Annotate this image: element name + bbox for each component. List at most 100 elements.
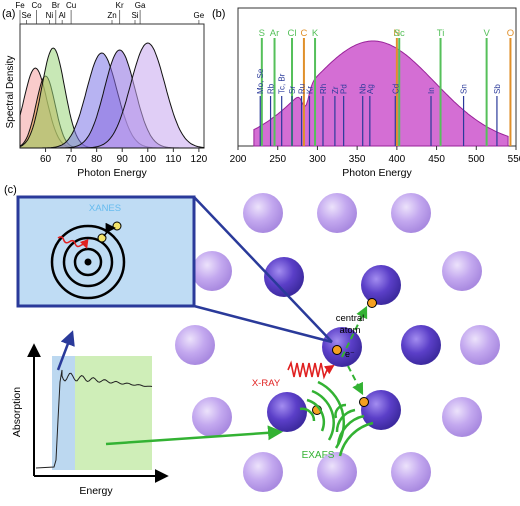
zoom-connector-bottom [193, 304, 333, 344]
panel-b-top-label: Ar [270, 28, 280, 39]
panel-a-element-label: Br [52, 1, 60, 10]
exafs-arc-1 [299, 407, 316, 422]
lattice-atom [175, 325, 215, 365]
absorption-xlabel: Energy [79, 485, 113, 497]
core-electron [359, 397, 369, 407]
lattice-atom [442, 397, 482, 437]
central-atom-label-line2: atom [339, 325, 360, 336]
exafs-back-arc-3 [336, 414, 365, 446]
electron-label: e⁻ [345, 349, 355, 359]
panel-b-tick-label: 350 [349, 154, 366, 165]
panel-b-top-label: S [259, 28, 265, 39]
lattice-atom [192, 397, 232, 437]
panel-b-top-label: Cl [288, 28, 297, 39]
excited-electron-outer [112, 221, 122, 231]
panel-a-label: (a) [2, 8, 15, 20]
panel-c-label: (c) [4, 184, 17, 196]
panel-b-mid-label: Ru [298, 84, 307, 94]
orbit-middle [62, 236, 114, 288]
panel-b-mid-label: Ag [366, 84, 375, 94]
lattice-atom [243, 193, 283, 233]
panel-b-label: (b) [212, 8, 225, 20]
bohr-atom-diagram [50, 221, 126, 300]
lattice-atom [192, 251, 232, 291]
xanes-zoom-box [16, 195, 196, 308]
panel-a-tick-label: 120 [191, 154, 208, 165]
panel-a-element-label: Fe [15, 1, 25, 10]
panel-b-edge-lines [259, 38, 512, 146]
exafs-arc-3 [311, 389, 335, 441]
panel-a-element-label: Ni [46, 11, 54, 20]
exafs-arc-2 [306, 398, 325, 432]
panel-b-top-label: K [312, 28, 319, 39]
panel-a-tick-label: 90 [117, 154, 129, 165]
panel-b-flux-curve [253, 40, 509, 147]
orbit-inner [73, 247, 103, 277]
neighbor-atom [361, 265, 401, 305]
neighbor-atom [267, 392, 307, 432]
lattice-atom [391, 452, 431, 492]
panel-b-mid-label: Rh [319, 84, 328, 94]
panel-b-tick-label: 200 [230, 154, 247, 165]
central-atom-label-line1: central [336, 313, 365, 324]
panel-b-tick-label: 400 [389, 154, 406, 165]
panel-a-tick-label: 80 [91, 154, 103, 165]
panel-b-mid-label: In [427, 87, 436, 94]
absorption-ylabel: Absorption [11, 387, 23, 437]
panel-a-tick-label: 110 [165, 154, 181, 165]
panel-a-element-label: Cu [66, 1, 76, 10]
panel-a-element-label: Al [59, 11, 66, 20]
panel-b-tick-label: 250 [269, 154, 286, 165]
scatter-path-down [347, 365, 364, 396]
exafs-back-arc-2 [335, 408, 356, 433]
neighbor-atom [361, 390, 401, 430]
panel-b-mid-label: Sb [493, 84, 502, 94]
panel-b-top-label: C [300, 28, 307, 39]
panel-b-mid-label: Sr [288, 86, 297, 94]
panel-a-element-label: Ge [194, 11, 205, 20]
neighbor-atom [264, 257, 304, 297]
panel-b-top-label: Ti [437, 28, 445, 39]
panel-a-spectrum [20, 42, 205, 149]
lattice-atom [442, 251, 482, 291]
panel-b-mid-label: Sn [460, 84, 469, 94]
panel-b-mid-label: Nb [359, 83, 368, 94]
lattice-atom [317, 452, 357, 492]
panel-b-mid-label: Kr [305, 86, 314, 94]
atom-lattice [175, 193, 500, 492]
xray-label: X-RAY [252, 378, 281, 389]
panel-b-top-label: O [507, 28, 514, 39]
exafs-region [75, 356, 152, 470]
panel-b-tick-label: 450 [428, 154, 445, 165]
panel-c: (c) [4, 184, 500, 497]
lattice-atom [391, 193, 431, 233]
panel-a-element-label: Zn [107, 11, 116, 20]
panel-a-element-label: Si [131, 11, 138, 20]
panel-b-top-label: Sc [394, 28, 405, 39]
panel-b-tick-label: 300 [309, 154, 326, 165]
panel-b-mid-label: Pd [340, 84, 349, 94]
xanes-pointer-arrow [56, 330, 75, 371]
panel-a-ylabel: Spectral Density [5, 56, 16, 129]
panel-a-tick-label: 70 [66, 154, 78, 165]
lattice-atom [243, 452, 283, 492]
panel-b-mid-label: Rb [267, 83, 276, 94]
panel-a-element-label: Se [21, 11, 31, 20]
panel-b-tick-label: 550 [508, 154, 520, 165]
zoom-connector-top [193, 196, 333, 343]
panel-a-spectra [19, 42, 205, 149]
xanes-photon-wave [57, 236, 89, 249]
exafs-label: EXAFS [302, 450, 335, 461]
exafs-back-arc-1 [334, 403, 347, 419]
panel-b-x-ticks: 200 250 300 350 400 450 500 550 [230, 146, 520, 165]
nucleus [84, 258, 92, 266]
panel-b-mid-label: Zr [331, 86, 340, 94]
exafs-pointer-arrow [105, 425, 283, 446]
absorption-spectrum-plot: Absorption Energy [11, 330, 283, 497]
panel-b-top-label: V [483, 28, 490, 39]
panel-b-top-label: N [393, 28, 400, 39]
